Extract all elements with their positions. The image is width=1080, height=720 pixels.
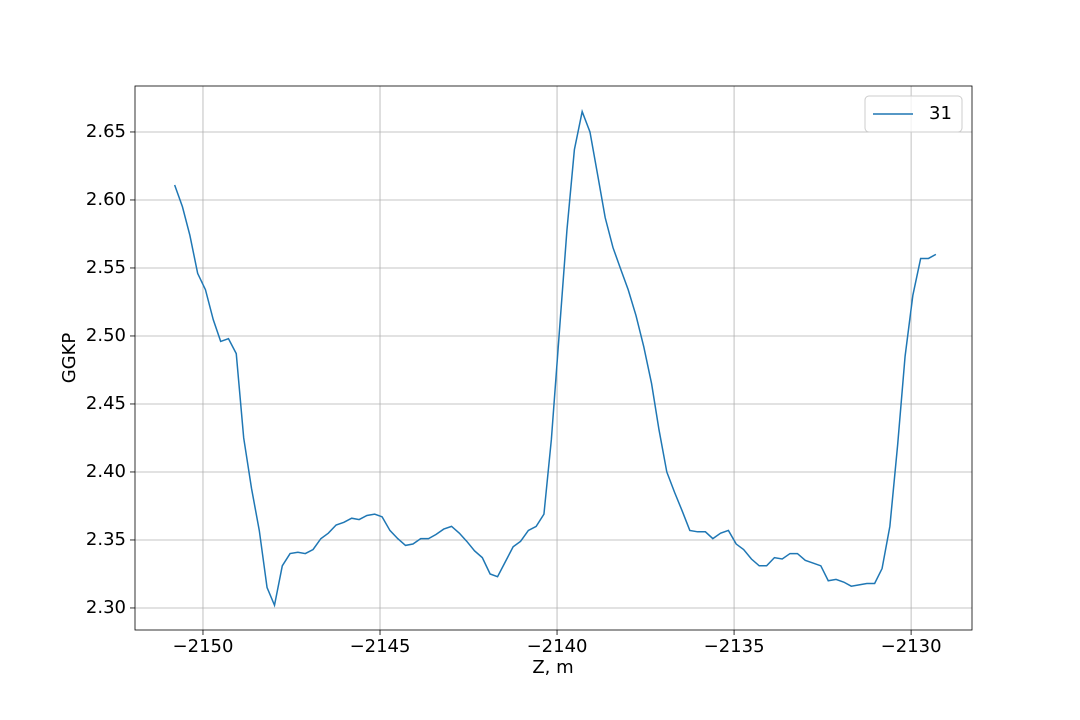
y-tick-label: 2.50 [86, 325, 126, 346]
y-axis-label: GGKP [59, 333, 80, 384]
y-tick-label: 2.45 [86, 393, 126, 414]
data-line [173, 108, 937, 608]
x-tick-label: −2135 [704, 636, 765, 657]
legend-label: 31 [929, 103, 952, 124]
x-tick-label: −2150 [173, 636, 234, 657]
y-tick-label: 2.40 [86, 461, 126, 482]
y-tick-label: 2.35 [86, 529, 126, 550]
plot-frame [134, 85, 973, 631]
x-tick-label: −2130 [881, 636, 942, 657]
x-axis-label: Z, m [532, 657, 573, 678]
x-tick-label: −2140 [527, 636, 588, 657]
y-tick-label: 2.55 [86, 257, 126, 278]
y-tick-label: 2.65 [86, 121, 126, 142]
x-tick-label: −2145 [350, 636, 411, 657]
legend-box [864, 95, 963, 133]
y-tick-label: 2.30 [86, 597, 126, 618]
y-tick-label: 2.60 [86, 189, 126, 210]
